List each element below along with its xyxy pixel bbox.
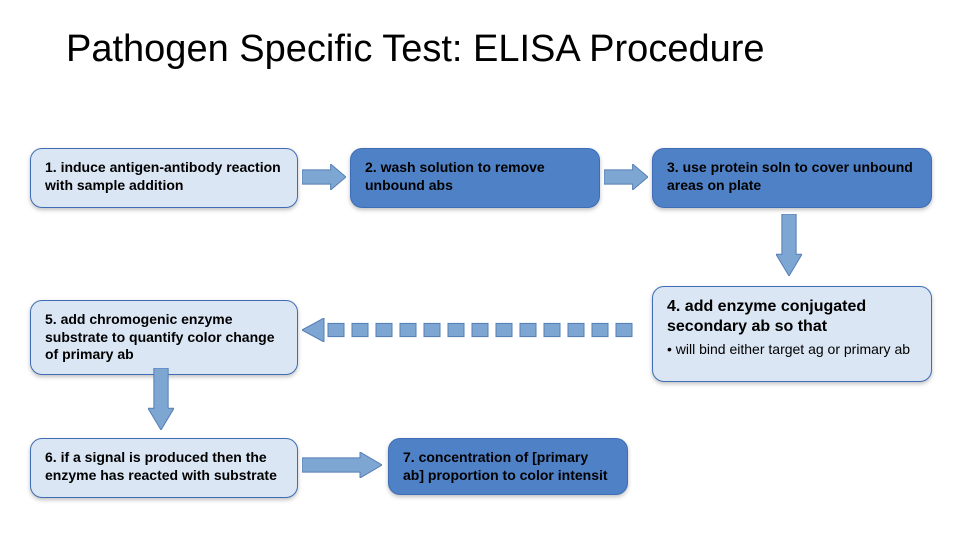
step-3-box: 3. use protein soln to cover unbound are… [652, 148, 932, 208]
arrow-5-to-6 [148, 368, 174, 430]
step-4-text: 4. add enzyme conjugated secondary ab so… [667, 297, 917, 337]
arrow-1-to-2 [302, 164, 346, 190]
step-4-box: 4. add enzyme conjugated secondary ab so… [652, 286, 932, 382]
step-6-box: 6. if a signal is produced then the enzy… [30, 438, 298, 498]
step-7-text: 7. concentration of [primary ab] proport… [403, 449, 613, 484]
step-5-text: 5. add chromogenic enzyme substrate to q… [45, 311, 283, 364]
step-5-box: 5. add chromogenic enzyme substrate to q… [30, 300, 298, 375]
step-6-text: 6. if a signal is produced then the enzy… [45, 449, 283, 484]
step-1-text: 1. induce antigen-antibody reaction with… [45, 159, 283, 194]
page-title: Pathogen Specific Test: ELISA Procedure [66, 28, 765, 71]
step-4-bullet: • will bind either target ag or primary … [667, 341, 917, 359]
arrow-4-to-5 [302, 318, 648, 342]
step-7-box: 7. concentration of [primary ab] proport… [388, 438, 628, 495]
arrow-3-to-4 [776, 214, 802, 276]
arrow-6-to-7 [302, 452, 382, 478]
step-1-box: 1. induce antigen-antibody reaction with… [30, 148, 298, 208]
step-2-text: 2. wash solution to remove unbound abs [365, 159, 585, 194]
arrow-2-to-3 [604, 164, 648, 190]
step-3-text: 3. use protein soln to cover unbound are… [667, 159, 917, 194]
step-2-box: 2. wash solution to remove unbound abs [350, 148, 600, 208]
